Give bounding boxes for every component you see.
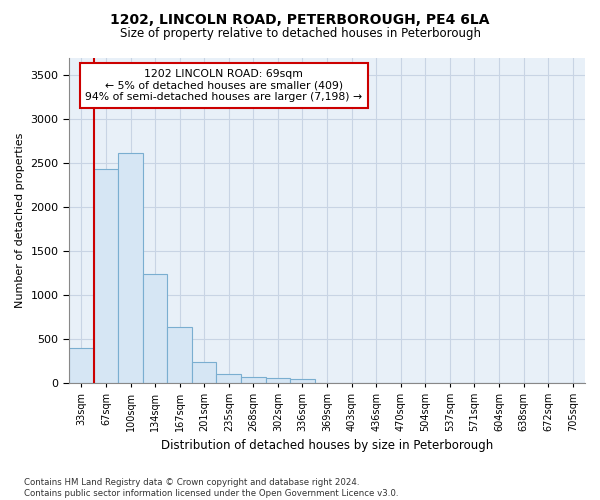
Bar [217, 374, 241, 383]
Bar [94, 169, 118, 383]
Text: Size of property relative to detached houses in Peterborough: Size of property relative to detached ho… [119, 28, 481, 40]
Bar [69, 348, 94, 383]
Y-axis label: Number of detached properties: Number of detached properties [15, 132, 25, 308]
Bar [143, 274, 167, 383]
Bar [266, 378, 290, 383]
Bar [241, 378, 266, 383]
Bar [167, 328, 192, 383]
Bar [290, 379, 315, 383]
Bar [192, 362, 217, 383]
X-axis label: Distribution of detached houses by size in Peterborough: Distribution of detached houses by size … [161, 440, 493, 452]
Text: 1202, LINCOLN ROAD, PETERBOROUGH, PE4 6LA: 1202, LINCOLN ROAD, PETERBOROUGH, PE4 6L… [110, 12, 490, 26]
Bar [118, 154, 143, 383]
Text: 1202 LINCOLN ROAD: 69sqm
← 5% of detached houses are smaller (409)
94% of semi-d: 1202 LINCOLN ROAD: 69sqm ← 5% of detache… [85, 69, 362, 102]
Text: Contains HM Land Registry data © Crown copyright and database right 2024.
Contai: Contains HM Land Registry data © Crown c… [24, 478, 398, 498]
